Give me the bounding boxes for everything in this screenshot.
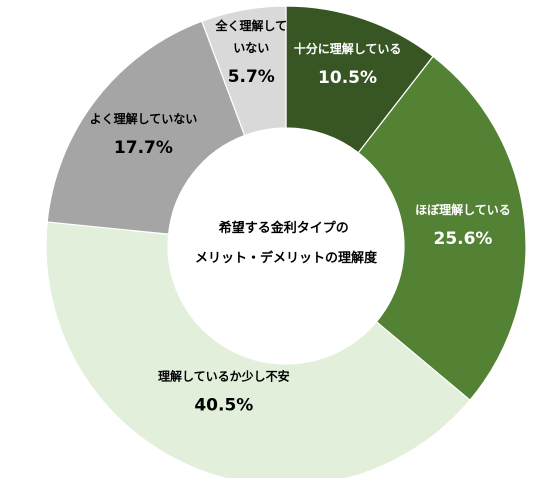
slice-5 (201, 5, 287, 137)
chart-title: 希望する金利タイプの メリット・デメリットの理解度 (195, 220, 378, 266)
slice-label-4-line-1: よく理解していない (90, 111, 198, 126)
slice-value-2: 25.6% (433, 229, 492, 249)
slice-3 (45, 221, 471, 478)
slice-value-1: 10.5% (318, 68, 377, 88)
slice-label-group-1: 十分に理解している 10.5% (294, 41, 402, 88)
slices-layer (45, 5, 527, 478)
slice-value-5: 5.7% (228, 67, 275, 87)
slice-label-3-line-1: 理解しているか少し不安 (158, 368, 290, 383)
slice-label-group-4: よく理解していない 17.7% (90, 111, 198, 158)
slice-label-2-line-1: ほぼ理解している (415, 202, 511, 217)
slice-label-5-line-1: 全く理解して (214, 18, 287, 33)
slice-label-5-line-2: いない (233, 41, 269, 55)
slice-label-group-2: ほぼ理解している 25.6% (415, 202, 511, 249)
slice-label-group-3: 理解しているか少し不安 40.5% (158, 368, 290, 415)
slice-value-3: 40.5% (194, 395, 253, 415)
labels-layer: 十分に理解している 10.5% ほぼ理解している 25.6% 理解しているか少し不安 40… (90, 18, 511, 415)
slice-value-4: 17.7% (114, 138, 173, 158)
slice-label-1-line-1: 十分に理解している (294, 41, 402, 56)
slice-4 (46, 20, 246, 235)
slice-2 (357, 55, 527, 401)
chart-title-line-2: メリット・デメリットの理解度 (195, 250, 378, 266)
chart-title-line-1: 希望する金利タイプの (219, 220, 349, 236)
